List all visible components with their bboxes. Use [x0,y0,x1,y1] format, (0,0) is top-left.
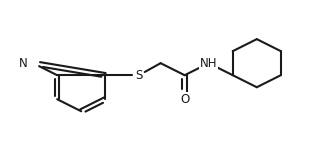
Text: NH: NH [200,57,218,70]
Text: S: S [135,69,143,82]
Text: O: O [180,93,189,106]
Text: N: N [18,57,27,70]
